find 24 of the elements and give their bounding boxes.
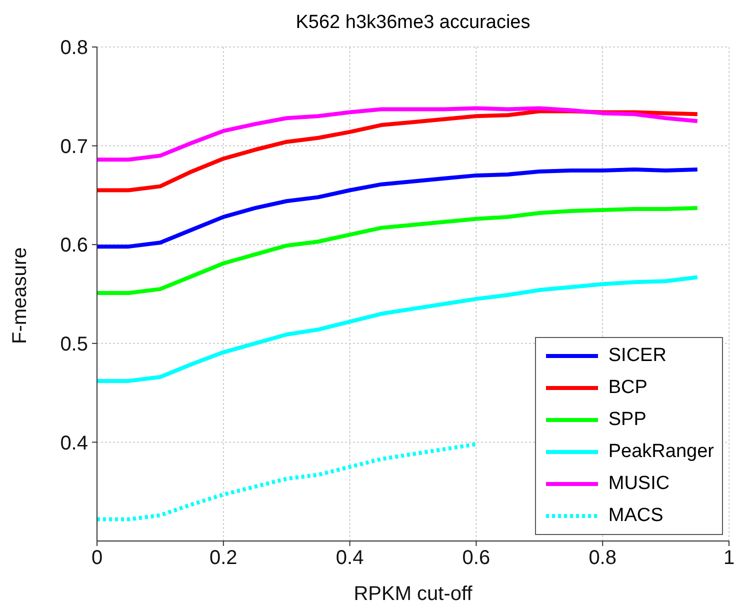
legend-label: BCP <box>608 377 648 399</box>
legend-label: SPP <box>608 409 646 431</box>
x-tick-label: 1 <box>723 547 735 570</box>
x-tick-label: 0.8 <box>588 547 617 570</box>
line-series <box>97 442 478 522</box>
x-tick-label: 0 <box>91 547 103 570</box>
legend-label: PeakRanger <box>608 441 714 463</box>
legend-label: MUSIC <box>608 473 670 495</box>
x-tick-label: 0.4 <box>336 547 364 570</box>
chart-title: K562 h3k36me3 accuracies <box>294 12 532 34</box>
y-tick-label: 0.4 <box>60 432 88 454</box>
x-tick-label: 0.2 <box>209 547 238 570</box>
x-tick-label: 0.6 <box>462 547 490 570</box>
y-tick-label: 0.7 <box>60 136 88 158</box>
y-tick-label: 0.6 <box>60 234 88 257</box>
y-axis-title: F-measure <box>9 247 32 344</box>
x-axis-title: RPKM cut-off <box>354 583 473 605</box>
y-tick-label: 0.8 <box>60 37 88 60</box>
y-tick-label: 0.5 <box>60 334 88 356</box>
line-series <box>97 206 700 296</box>
line-series <box>97 106 700 162</box>
legend-label: SICER <box>608 345 666 367</box>
line-series <box>97 168 700 249</box>
legend-label: MACS <box>608 505 664 527</box>
